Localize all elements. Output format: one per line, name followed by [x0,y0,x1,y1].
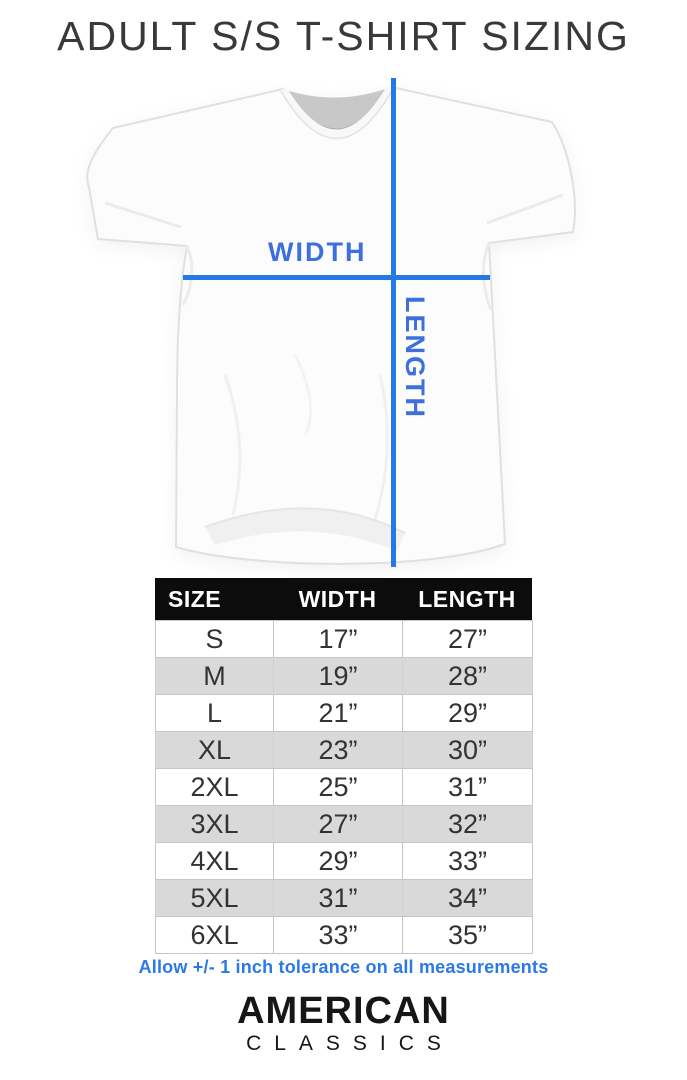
table-row: M 19” 28” [155,657,533,695]
table-row: XL 23” 30” [155,731,533,769]
cell-width: 19” [273,657,403,695]
cell-size: XL [155,731,274,769]
cell-size: L [155,694,274,732]
cell-size: 2XL [155,768,274,806]
tshirt-diagram [75,75,615,585]
cell-size: M [155,657,274,695]
brand-logo: AMERICAN CLASSICS [0,990,687,1055]
cell-width: 23” [273,731,403,769]
cell-length: 27” [402,620,533,658]
cell-size: 5XL [155,879,274,917]
cell-width: 21” [273,694,403,732]
cell-size: 3XL [155,805,274,843]
length-label: LENGTH [400,296,430,419]
cell-length: 31” [402,768,533,806]
cell-length: 33” [402,842,533,880]
cell-length: 34” [402,879,533,917]
table-row: 6XL 33” 35” [155,916,533,954]
brand-name-top: AMERICAN [237,990,450,1032]
table-row: 4XL 29” 33” [155,842,533,880]
length-measure-line [391,78,396,567]
tolerance-note: Allow +/- 1 inch tolerance on all measur… [138,957,549,977]
size-table: SIZE WIDTH LENGTH S 17” 27” M 19” 28” L [155,578,533,954]
cell-width: 29” [273,842,403,880]
cell-length: 29” [402,694,533,732]
cell-length: 28” [402,657,533,695]
cell-size: 4XL [155,842,274,880]
width-label: WIDTH [268,237,367,267]
cell-width: 17” [273,620,403,658]
cell-length: 32” [402,805,533,843]
column-header-size: SIZE [168,585,222,612]
column-header-width: WIDTH [298,585,377,612]
tshirt-graphic [86,84,576,565]
size-table-header: SIZE WIDTH LENGTH [155,578,532,620]
page-title: ADULT S/S T-SHIRT SIZING [57,13,630,59]
table-row: L 21” 29” [155,694,533,732]
table-row: 2XL 25” 31” [155,768,533,806]
brand-name-bottom: CLASSICS [246,1031,454,1055]
cell-width: 31” [273,879,403,917]
cell-width: 25” [273,768,403,806]
cell-width: 27” [273,805,403,843]
table-row: 5XL 31” 34” [155,879,533,917]
cell-length: 35” [402,916,533,954]
column-header-length: LENGTH [418,585,516,612]
cell-size: S [155,620,274,658]
cell-size: 6XL [155,916,274,954]
width-measure-line [183,275,490,280]
table-row: 3XL 27” 32” [155,805,533,843]
table-row: S 17” 27” [155,620,533,658]
cell-width: 33” [273,916,403,954]
cell-length: 30” [402,731,533,769]
